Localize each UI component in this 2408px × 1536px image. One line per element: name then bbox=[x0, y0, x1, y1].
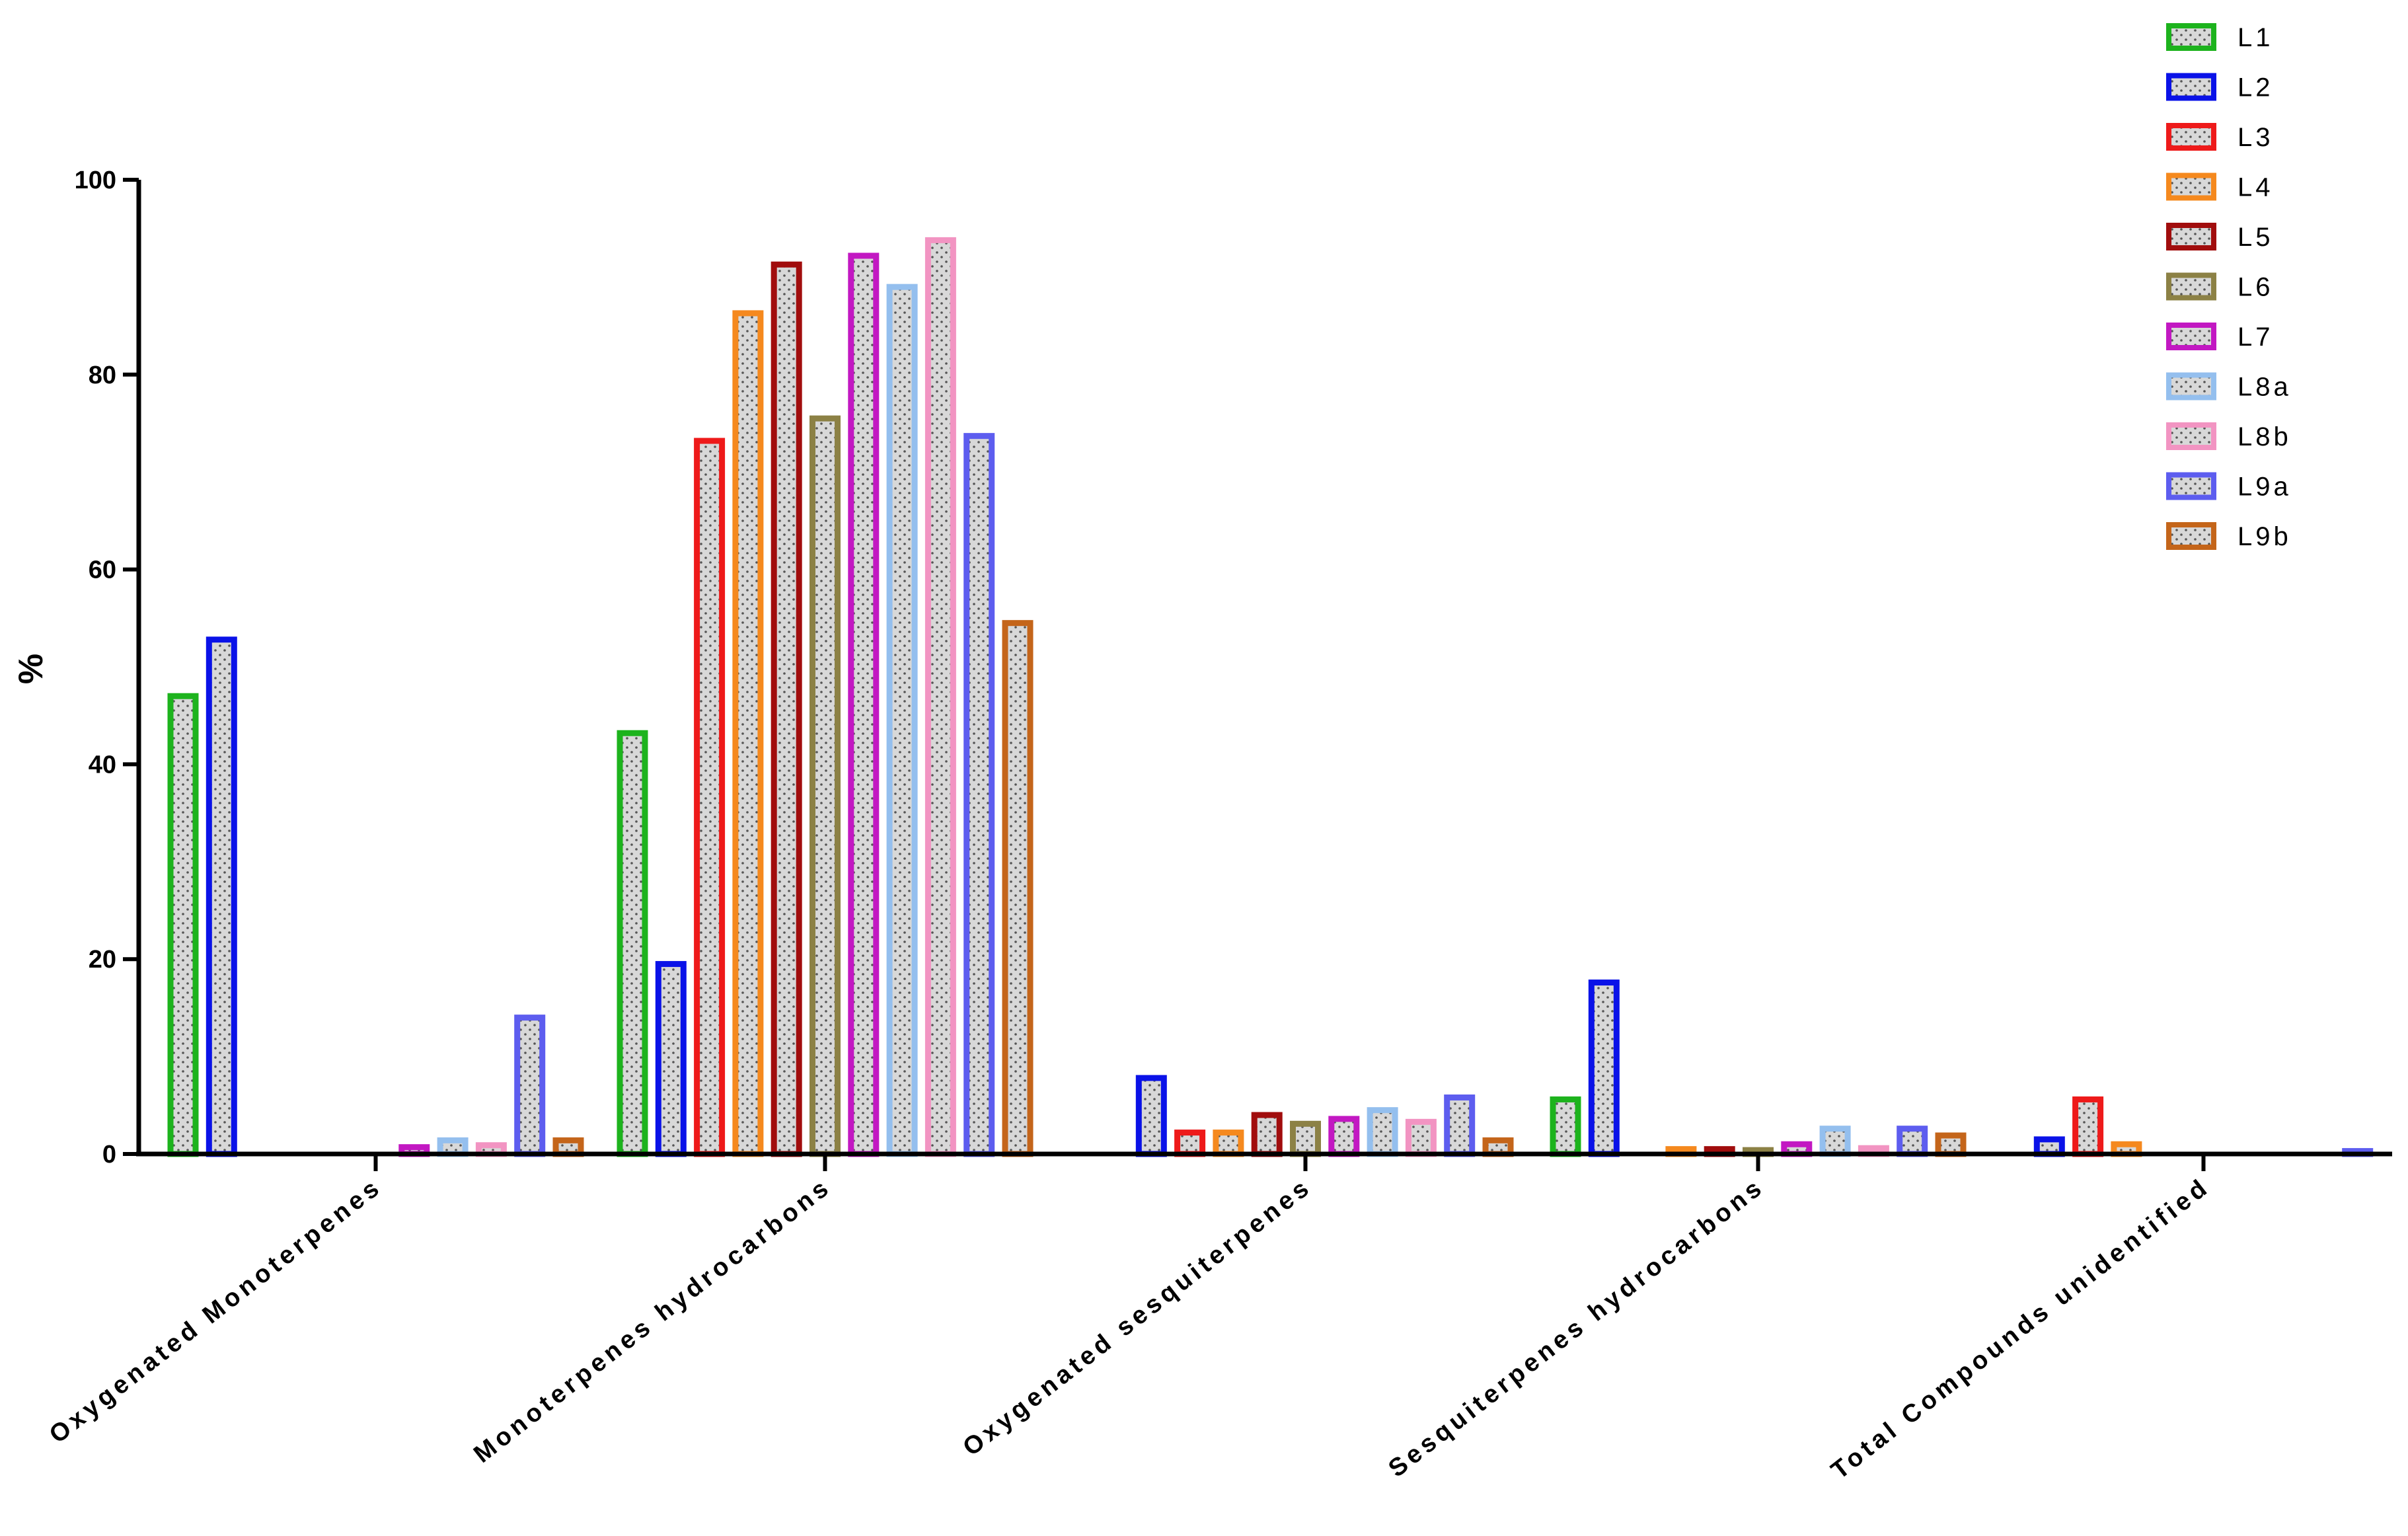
bar-l7-3 bbox=[1328, 1116, 1360, 1157]
legend-swatch-l9b bbox=[2166, 522, 2216, 550]
legend-label-l8a: L8a bbox=[2238, 373, 2292, 402]
bar-l9b-2 bbox=[1002, 620, 1034, 1157]
category-label: Total Compounds unidentified bbox=[1826, 1172, 2216, 1485]
category-label: Sesquiterpenes hydrocarbons bbox=[1384, 1172, 1770, 1483]
bar-l6-3 bbox=[1290, 1120, 1321, 1157]
y-tick-label: 0 bbox=[102, 1141, 116, 1169]
bar-l4-2 bbox=[732, 310, 764, 1157]
bars-group bbox=[167, 237, 2374, 1157]
y-tick-label: 80 bbox=[89, 362, 116, 389]
bar-l3-2 bbox=[694, 438, 726, 1157]
bar-l9a-3 bbox=[1444, 1094, 1476, 1157]
legend-label-l7: L7 bbox=[2238, 323, 2274, 352]
bar-l5-3 bbox=[1251, 1112, 1283, 1157]
legend-swatch-l5 bbox=[2166, 223, 2216, 250]
legend-label-l9a: L9a bbox=[2238, 473, 2292, 502]
y-tick-label: 20 bbox=[89, 946, 116, 974]
bar-l9a-2 bbox=[963, 433, 995, 1157]
bar-l8a-4 bbox=[1819, 1126, 1851, 1157]
bar-l8b-3 bbox=[1405, 1118, 1437, 1157]
bar-l1-4 bbox=[1550, 1096, 1581, 1157]
bar-l8b-2 bbox=[924, 237, 956, 1157]
bar-l2-3 bbox=[1135, 1075, 1167, 1157]
legend-label-l1: L1 bbox=[2238, 23, 2274, 52]
bar-l3-5 bbox=[2072, 1096, 2104, 1157]
bar-l7-2 bbox=[848, 252, 880, 1157]
bar-l8a-3 bbox=[1367, 1107, 1398, 1157]
bar-l2-1 bbox=[206, 636, 237, 1157]
legend-label-l6: L6 bbox=[2238, 273, 2274, 302]
legend: L1 L2 L3 L4 L5 L6 L7 L8a L8b L9a L9b bbox=[2166, 23, 2292, 551]
bar-l4-3 bbox=[1213, 1130, 1244, 1157]
bar-l8a-2 bbox=[886, 284, 918, 1157]
bar-l2-2 bbox=[655, 961, 687, 1157]
category-label: Oxygenated sesquiterpenes bbox=[958, 1172, 1317, 1461]
bar-l1-2 bbox=[617, 730, 648, 1157]
bar-l3-3 bbox=[1174, 1130, 1206, 1157]
legend-label-l8b: L8b bbox=[2238, 422, 2292, 451]
y-tick-label: 60 bbox=[89, 557, 116, 584]
legend-swatch-l9a bbox=[2166, 472, 2216, 500]
bar-l6-2 bbox=[809, 415, 841, 1157]
bar-l1-1 bbox=[167, 693, 199, 1157]
bar-l9b-4 bbox=[1935, 1132, 1967, 1157]
legend-swatch-l4 bbox=[2166, 173, 2216, 201]
legend-swatch-l7 bbox=[2166, 323, 2216, 350]
legend-label-l2: L2 bbox=[2238, 73, 2274, 102]
y-axis-title: % bbox=[12, 654, 50, 684]
bar-l5-2 bbox=[771, 261, 802, 1157]
x-ticks-group: Oxygenated Monoterpenes Monoterpenes hydr… bbox=[44, 1154, 2215, 1485]
category-label: Oxygenated Monoterpenes bbox=[44, 1172, 387, 1449]
y-ticks-group: 0 20 40 60 80 100 bbox=[75, 167, 139, 1169]
legend-swatch-l3 bbox=[2166, 123, 2216, 151]
legend-label-l5: L5 bbox=[2238, 223, 2274, 252]
bar-l9a-4 bbox=[1897, 1126, 1928, 1157]
legend-swatch-l6 bbox=[2166, 272, 2216, 301]
bar-l9a-1 bbox=[514, 1015, 546, 1157]
y-tick-label: 40 bbox=[89, 751, 116, 779]
legend-swatch-l2 bbox=[2166, 73, 2216, 101]
legend-swatch-l8b bbox=[2166, 422, 2216, 450]
category-label: Monoterpenes hydrocarbons bbox=[469, 1172, 837, 1469]
legend-label-l3: L3 bbox=[2238, 123, 2274, 152]
legend-swatch-l8a bbox=[2166, 372, 2216, 401]
bar-l2-4 bbox=[1588, 979, 1620, 1157]
legend-swatch-l1 bbox=[2166, 23, 2216, 51]
y-tick-label: 100 bbox=[75, 167, 116, 194]
legend-label-l4: L4 bbox=[2238, 173, 2274, 202]
legend-label-l9b: L9b bbox=[2238, 522, 2292, 551]
